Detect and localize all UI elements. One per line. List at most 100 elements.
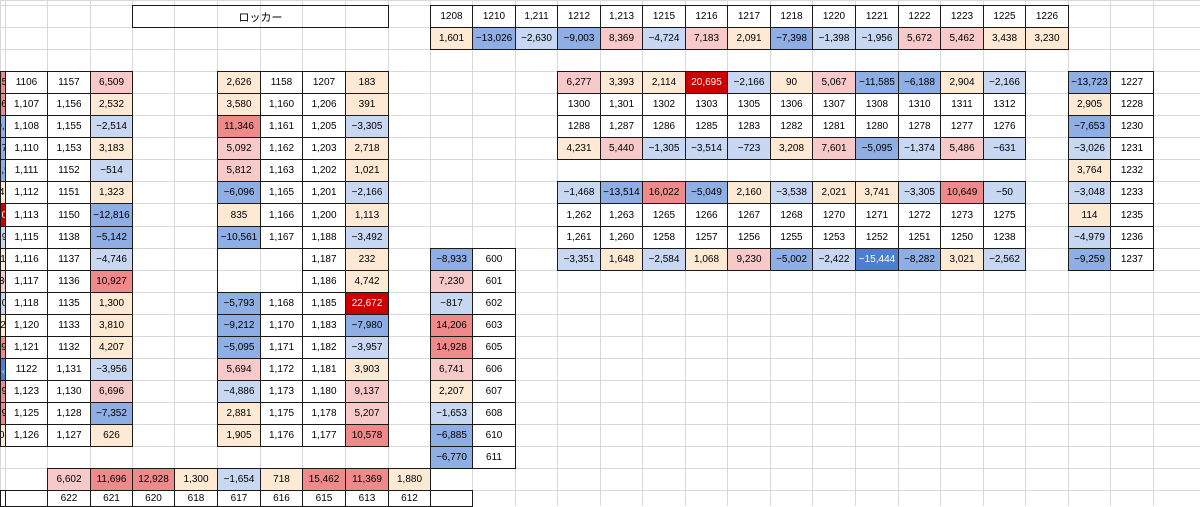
locker-number[interactable]: 1,287 <box>600 115 643 138</box>
locker-number[interactable]: 620 <box>132 490 175 507</box>
locker-value[interactable]: 2,091 <box>727 27 771 50</box>
locker-value[interactable]: 2,207 <box>430 380 473 403</box>
locker-number[interactable]: 1,170 <box>260 314 303 337</box>
locker-number[interactable]: 1,183 <box>302 314 346 337</box>
locker-number[interactable]: 1285 <box>685 115 728 138</box>
locker-value[interactable]: −3,492 <box>345 226 389 249</box>
locker-value[interactable]: 5,067 <box>812 71 856 94</box>
locker-value[interactable]: 6,741 <box>430 358 473 381</box>
locker-number[interactable]: 1,153 <box>47 137 91 160</box>
locker-number[interactable]: 610 <box>472 424 516 447</box>
locker-number[interactable]: 1223 <box>940 5 984 28</box>
locker-number[interactable]: 1302 <box>642 93 686 116</box>
locker-number[interactable]: 1233 <box>1110 181 1154 204</box>
locker-number[interactable]: 1225 <box>983 5 1026 28</box>
locker-value[interactable]: 3,580 <box>217 93 261 116</box>
locker-number[interactable]: 1,178 <box>302 402 346 425</box>
locker-number[interactable]: 1255 <box>770 226 813 249</box>
locker-number[interactable]: 1,123 <box>5 380 48 403</box>
locker-number[interactable]: 1,162 <box>260 137 303 160</box>
locker-value[interactable]: 10,927 <box>90 270 133 293</box>
locker-number[interactable]: 1,202 <box>302 159 346 182</box>
locker-number[interactable]: 1218 <box>770 5 813 28</box>
locker-value[interactable]: 1,905 <box>217 424 261 447</box>
locker-value[interactable]: −5,142 <box>90 226 133 249</box>
locker-value[interactable]: 232 <box>345 248 389 271</box>
locker-number[interactable]: 1258 <box>642 226 686 249</box>
locker-number[interactable]: 1,116 <box>5 248 48 271</box>
locker-number[interactable]: 621 <box>90 490 133 507</box>
locker-value[interactable]: 835 <box>217 203 261 227</box>
locker-value[interactable]: 626 <box>90 424 133 447</box>
locker-number[interactable]: 1231 <box>1110 137 1154 160</box>
locker-value[interactable]: 8,369 <box>600 27 643 50</box>
locker-number[interactable]: 1,112 <box>5 181 48 204</box>
locker-number[interactable]: 1256 <box>727 226 771 249</box>
locker-value[interactable]: −13,723 <box>1068 71 1111 94</box>
locker-value[interactable]: 7,230 <box>430 270 473 293</box>
locker-value[interactable]: −3,351 <box>557 248 601 271</box>
locker-number[interactable]: 1,155 <box>47 115 91 138</box>
locker-value[interactable]: 3,393 <box>600 71 643 94</box>
locker-number[interactable]: 1230 <box>1110 115 1154 138</box>
locker-number[interactable]: 1250 <box>940 226 984 249</box>
locker-value[interactable]: −7,980 <box>345 314 389 337</box>
locker-number[interactable]: 1207 <box>302 71 346 94</box>
locker-number[interactable]: 1216 <box>685 5 728 28</box>
locker-number[interactable]: 1,261 <box>557 226 601 249</box>
locker-value[interactable]: −7,398 <box>770 27 813 50</box>
locker-number[interactable]: 611 <box>472 446 516 469</box>
locker-number[interactable]: 1,172 <box>260 358 303 381</box>
locker-number[interactable]: 1311 <box>940 93 984 116</box>
locker-number[interactable]: 1,127 <box>47 424 91 447</box>
locker-number[interactable]: 1,130 <box>47 380 91 403</box>
locker-number[interactable]: 1310 <box>898 93 941 116</box>
locker-number[interactable]: 1265 <box>642 203 686 227</box>
locker-value[interactable]: 16,022 <box>642 181 686 204</box>
locker-value[interactable]: −15,444 <box>855 248 899 271</box>
locker-number[interactable]: 1275 <box>983 203 1026 227</box>
locker-value[interactable]: 20,695 <box>685 71 728 94</box>
locker-value[interactable]: −2,584 <box>642 248 686 271</box>
locker-value[interactable]: 2,021 <box>812 181 856 204</box>
locker-value[interactable]: 5,672 <box>898 27 941 50</box>
locker-value[interactable]: −6,096 <box>217 181 261 204</box>
locker-number[interactable]: 602 <box>472 292 516 315</box>
locker-value[interactable]: 183 <box>345 71 389 94</box>
locker-value[interactable]: −50 <box>983 181 1026 204</box>
locker-number[interactable]: 1306 <box>770 93 813 116</box>
locker-number[interactable]: 1,263 <box>600 203 643 227</box>
locker-value[interactable]: 5,207 <box>345 402 389 425</box>
locker-value[interactable]: 114 <box>1068 203 1111 227</box>
locker-number[interactable]: 1,121 <box>5 336 48 359</box>
locker-number[interactable]: 1,120 <box>5 314 48 337</box>
locker-value[interactable]: −1,305 <box>642 137 686 160</box>
locker-value[interactable]: 11,369 <box>345 468 389 491</box>
locker-value[interactable]: 6,602 <box>47 468 91 491</box>
locker-value[interactable]: 2,626 <box>217 71 261 94</box>
locker-value[interactable]: 3,764 <box>1068 159 1111 182</box>
locker-number[interactable]: 1135 <box>47 292 91 315</box>
locker-number[interactable]: 1,176 <box>260 424 303 447</box>
locker-number[interactable]: 1267 <box>727 203 771 227</box>
locker-value[interactable]: −3,305 <box>898 181 941 204</box>
locker-number[interactable]: 1,175 <box>260 402 303 425</box>
locker-number[interactable]: 616 <box>260 490 303 507</box>
locker-number[interactable]: 1286 <box>642 115 686 138</box>
locker-value[interactable]: −13,026 <box>472 27 516 50</box>
locker-value[interactable]: 718 <box>260 468 303 491</box>
locker-value[interactable]: 2,904 <box>940 71 984 94</box>
locker-number[interactable]: 1,181 <box>302 358 346 381</box>
locker-value[interactable]: 1,021 <box>345 159 389 182</box>
empty-cell[interactable] <box>5 490 48 507</box>
locker-number[interactable]: 1238 <box>983 226 1026 249</box>
locker-number[interactable]: 617 <box>217 490 261 507</box>
locker-number[interactable]: 1,177 <box>302 424 346 447</box>
locker-number[interactable]: 1,131 <box>47 358 91 381</box>
locker-value[interactable]: −7,653 <box>1068 115 1111 138</box>
locker-number[interactable]: 1280 <box>855 115 899 138</box>
locker-number[interactable]: 1,108 <box>5 115 48 138</box>
locker-value[interactable]: 4,742 <box>345 270 389 293</box>
locker-value[interactable]: 3,021 <box>940 248 984 271</box>
locker-number[interactable]: 613 <box>345 490 389 507</box>
